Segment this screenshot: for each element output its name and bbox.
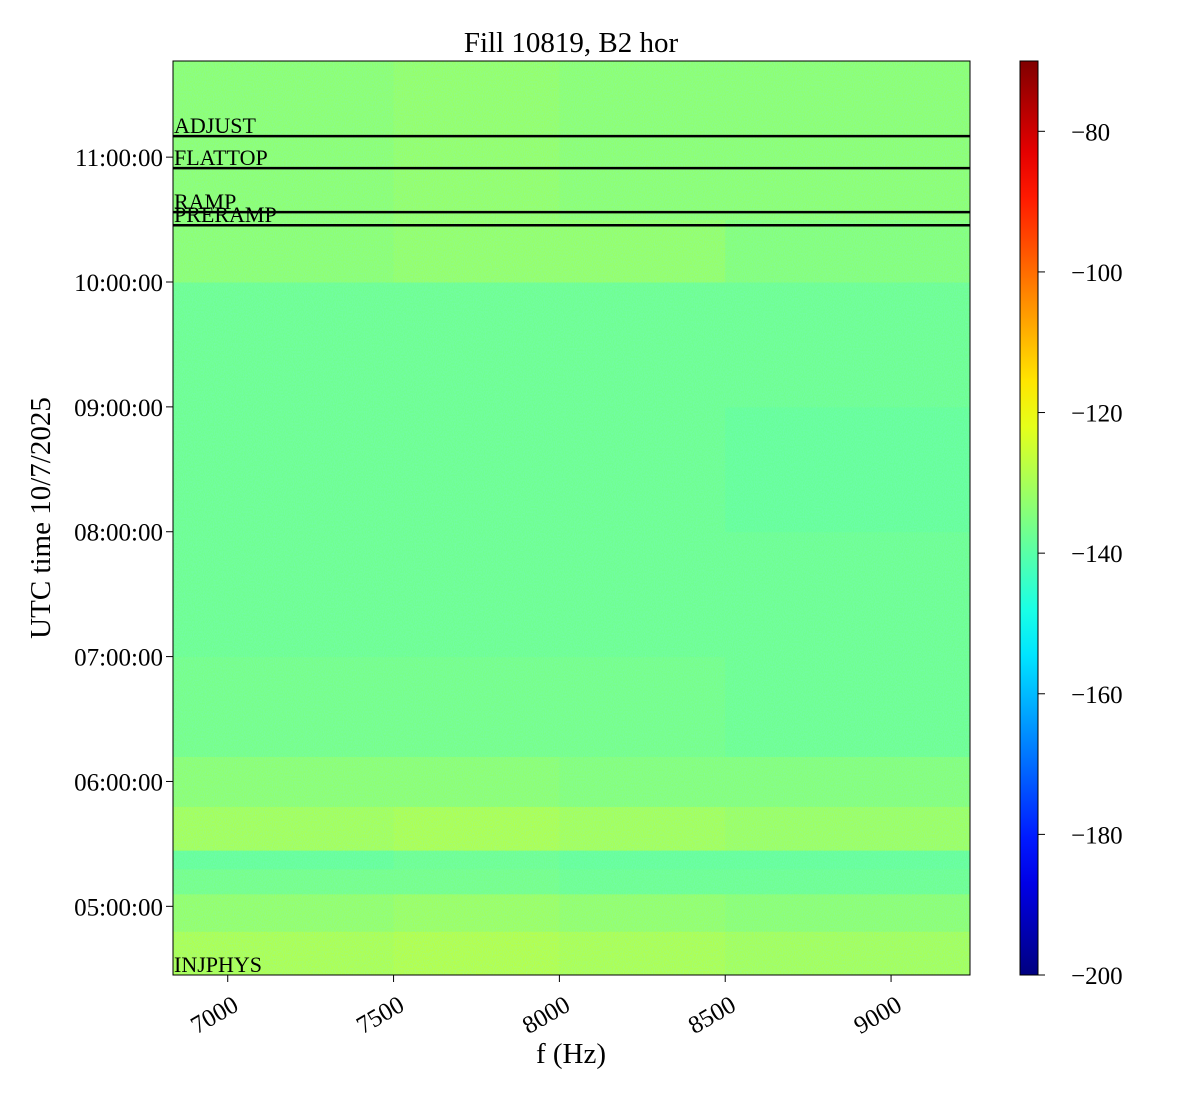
x-tick-label: 7000: [186, 991, 243, 1039]
chart-title: Fill 10819, B2 hor: [464, 27, 679, 59]
event-label: FLATTOP: [174, 145, 268, 170]
y-tick-label: 08:00:00: [74, 520, 163, 547]
x-tick-label: 8500: [684, 991, 741, 1039]
colorbar-tick-label: −100: [1071, 260, 1123, 287]
plot-frame: [172, 60, 971, 976]
event-label: PRERAMP: [174, 202, 277, 227]
colorbar-tick-label: −80: [1071, 119, 1110, 146]
x-axis-label: f (Hz): [536, 1038, 606, 1070]
y-tick-label: 09:00:00: [74, 395, 163, 422]
y-tick-label: 07:00:00: [74, 645, 163, 672]
x-tick-label: 7500: [352, 991, 409, 1039]
colorbar-tick-label: −160: [1071, 682, 1123, 709]
y-axis-label: UTC time 10/7/2025: [25, 397, 57, 639]
y-tick-label: 10:00:00: [74, 270, 163, 297]
colorbar-tick-label: −180: [1071, 822, 1123, 849]
y-tick-label: 06:00:00: [74, 769, 163, 796]
event-label: ADJUST: [174, 113, 256, 138]
colorbar: [1019, 60, 1039, 976]
y-tick-label: 05:00:00: [74, 894, 163, 921]
colorbar-tick-label: −140: [1071, 541, 1123, 568]
x-tick-label: 9000: [850, 991, 907, 1039]
texture: [173, 61, 970, 975]
colorbar-tick-label: −200: [1071, 963, 1123, 990]
x-tick-label: 8000: [518, 991, 575, 1039]
event-label: INJPHYS: [174, 952, 262, 977]
y-tick-label: 11:00:00: [75, 145, 163, 172]
colorbar-tick-label: −120: [1071, 401, 1123, 428]
event-label: RAMP: [174, 189, 236, 214]
